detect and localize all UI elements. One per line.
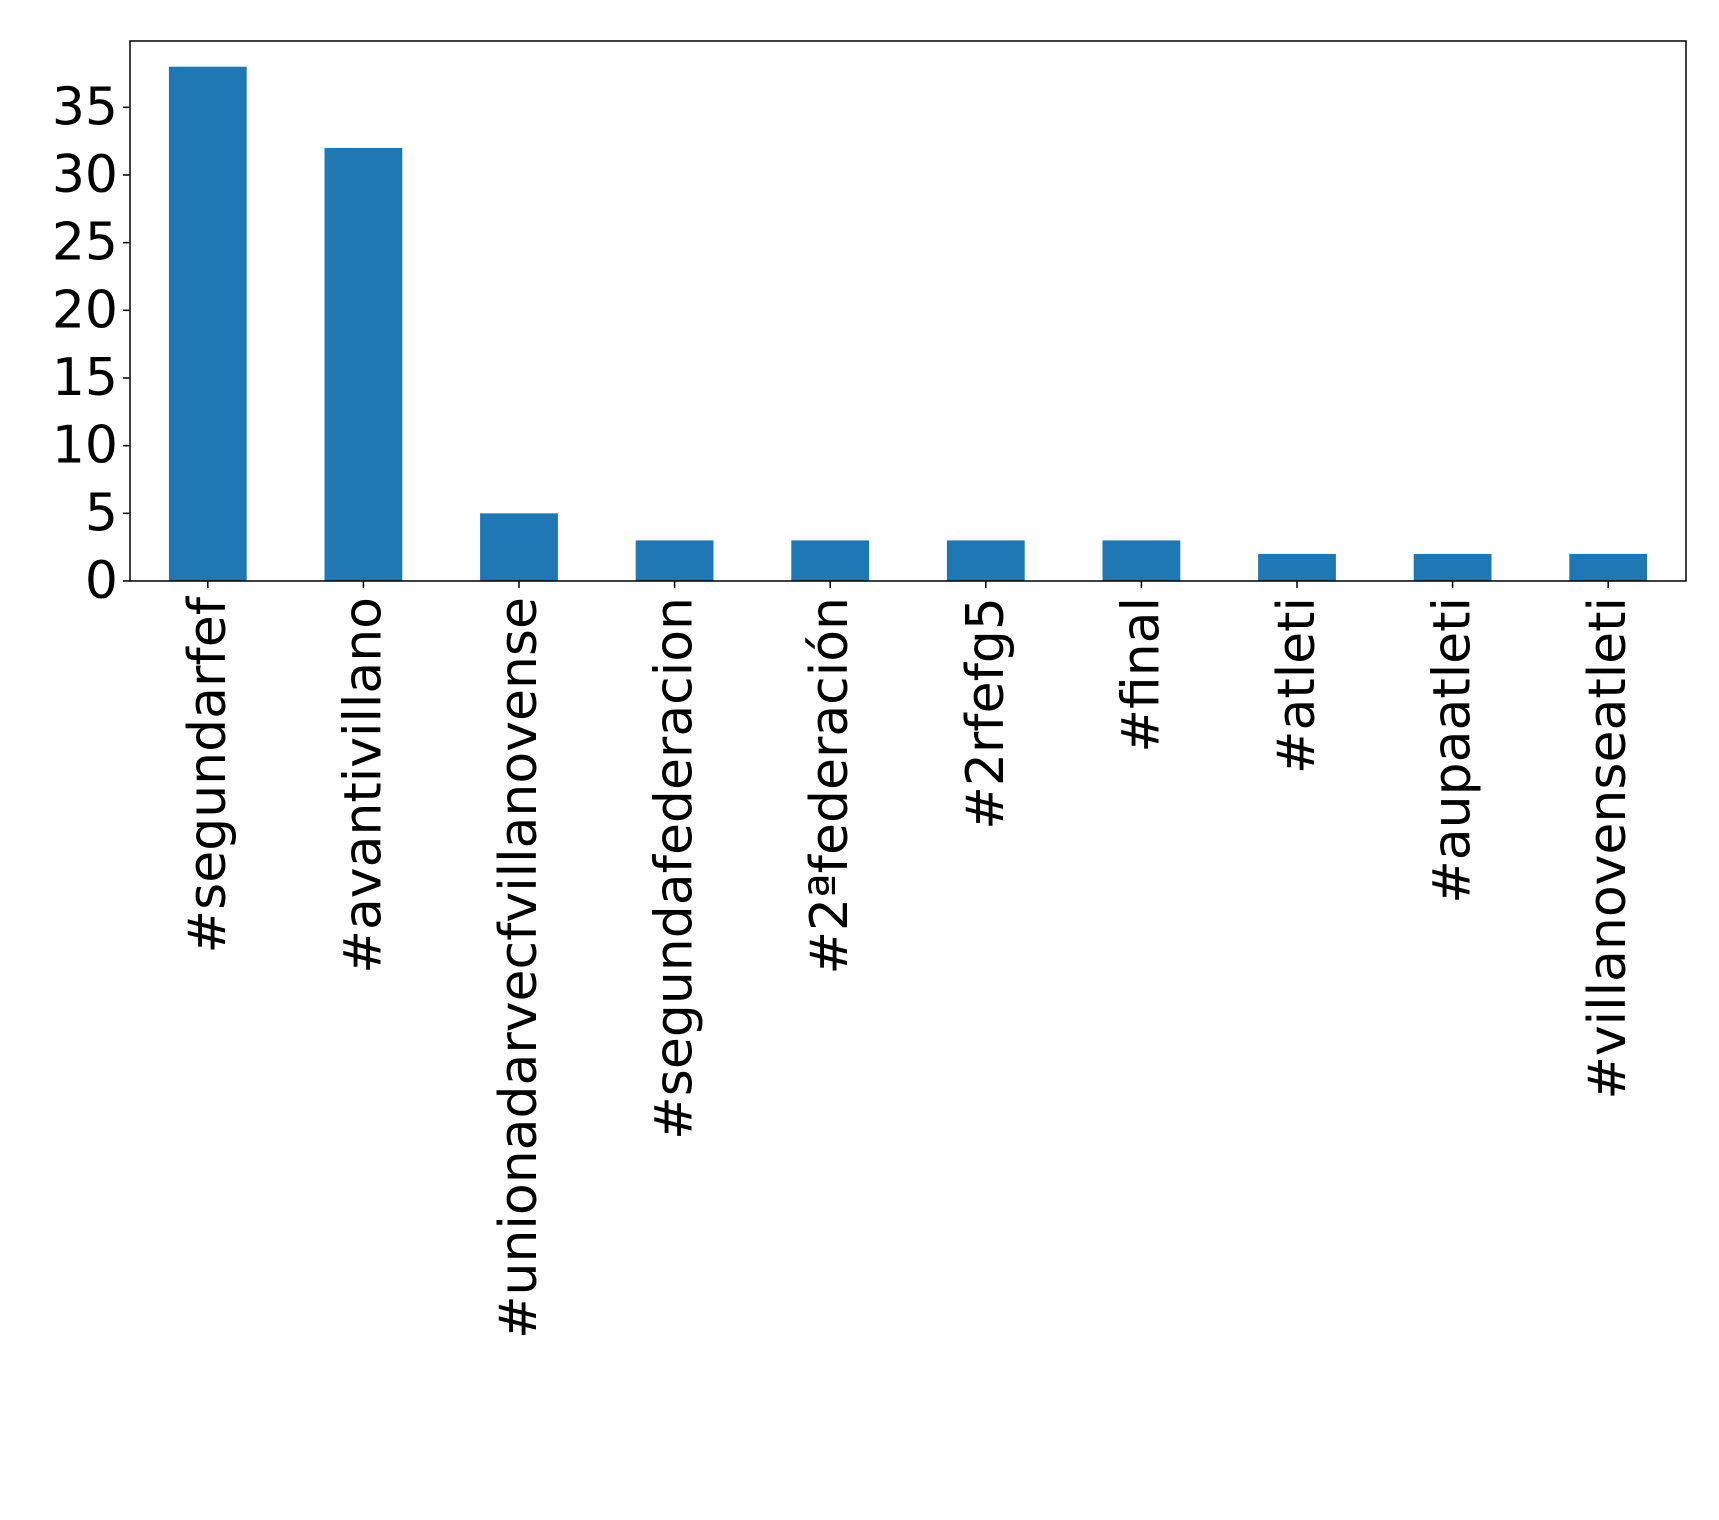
bar-2: [480, 513, 558, 581]
y-tick-label: 35: [52, 77, 118, 137]
x-tick-label: #aupaatleti: [1423, 597, 1483, 904]
x-tick-label: #villanovenseatleti: [1578, 597, 1638, 1100]
x-tick-label: #2rfefg5: [956, 597, 1016, 830]
y-axis: 0 5 10 15 20 25 30 35: [52, 77, 130, 611]
x-tick-label: #segundafederacion: [645, 597, 705, 1140]
y-tick-label: 20: [52, 280, 118, 340]
bar-1: [324, 147, 403, 581]
bar-3: [635, 540, 714, 581]
y-tick-label: 15: [52, 348, 118, 408]
bar-8: [1413, 553, 1492, 581]
bar-9: [1569, 553, 1648, 581]
bar-7: [1258, 553, 1336, 581]
bar-0: [168, 66, 247, 581]
x-tick-label: #atleti: [1267, 597, 1327, 774]
y-tick-label: 10: [52, 416, 118, 476]
x-tick-label: #avantivillano: [333, 597, 393, 974]
y-tick-label: 0: [85, 551, 118, 611]
x-tick-label: #segundarfef: [178, 595, 238, 953]
x-axis: #segundarfef #avantivillano #unionadarvecf…: [178, 581, 1638, 1339]
bar-4: [791, 540, 870, 581]
x-tick-label: #final: [1111, 597, 1171, 753]
plot-area-frame: [129, 40, 1687, 582]
y-tick-label: 5: [85, 483, 118, 543]
x-tick-label: #2ªfederación: [800, 597, 860, 975]
bar-5: [946, 540, 1025, 581]
y-tick-label: 30: [52, 145, 118, 205]
y-tick-label: 25: [52, 213, 118, 273]
bar-6: [1102, 540, 1181, 581]
bars-group: [168, 66, 1648, 581]
x-tick-label: #unionadarvecfvillanovense: [489, 597, 549, 1339]
